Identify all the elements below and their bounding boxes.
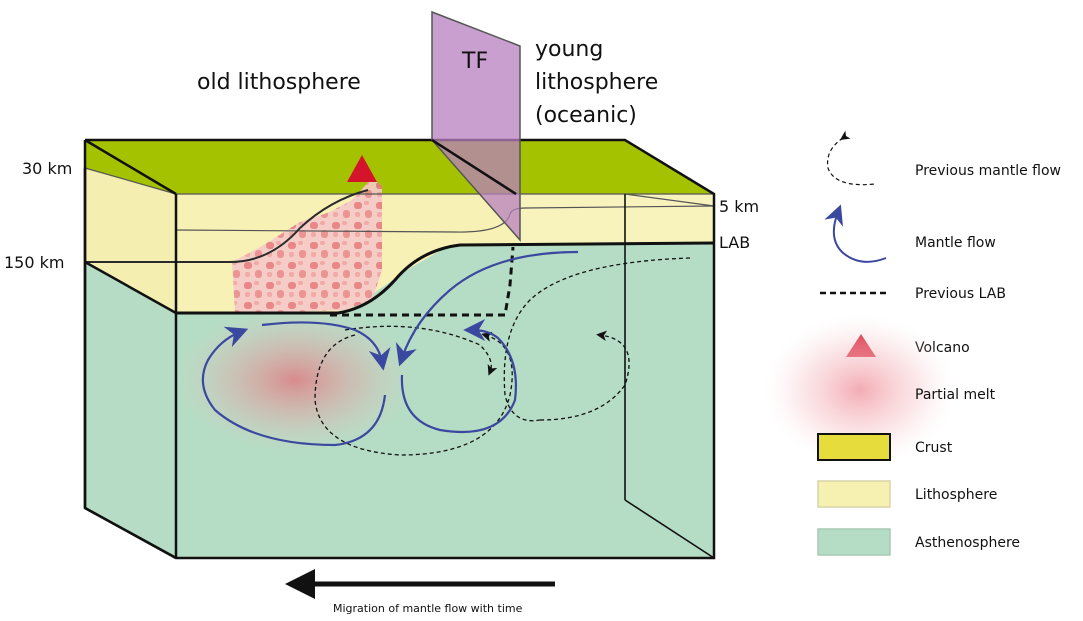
legend-asthenosphere-label: Asthenosphere (915, 535, 1020, 551)
lithosphere-left-face (85, 168, 176, 313)
legend-previous-mantle-flow-label: Previous mantle flow (915, 163, 1061, 179)
legend-mantle-flow-label: Mantle flow (915, 235, 996, 251)
depth-30-label: 30 km (22, 159, 72, 178)
partial-melt-column (232, 178, 382, 312)
young-lithosphere-label-line3: (oceanic) (535, 103, 637, 128)
legend-mantle-flow-symbol (824, 204, 887, 263)
legend-partial-melt-label: Partial melt (915, 387, 996, 403)
lab-label: LAB (719, 233, 750, 252)
legend-partial-melt-symbol (765, 315, 955, 465)
migration-label: Migration of mantle flow with time (333, 602, 523, 615)
block-diagram (83, 138, 716, 560)
fault-crust-edge (431, 138, 517, 196)
legend-crust-label: Crust (915, 440, 953, 456)
back-corner-line (624, 499, 715, 559)
legend-lithosphere-swatch (817, 480, 891, 508)
partial-melt-glow (175, 308, 415, 452)
legend: Previous mantle flow Mantle flow Previou… (765, 130, 1061, 556)
legend-asthenosphere-swatch (817, 528, 891, 556)
crust-top-old (85, 140, 516, 194)
young-lithosphere-label-line1: young (535, 37, 603, 62)
legend-lithosphere-label: Lithosphere (915, 487, 997, 503)
young-lithosphere-label-line2: lithosphere (535, 70, 658, 95)
lithosphere-inner-curve (85, 189, 369, 263)
asthenosphere-front-face (85, 262, 176, 558)
legend-previous-mantle-flow-symbol (826, 130, 876, 186)
tf-label: TF (461, 49, 488, 74)
depth-5-label: 5 km (719, 197, 759, 216)
previous-lab-line (330, 246, 515, 317)
young-lithosphere-slab (516, 194, 714, 243)
old-lithosphere-label: old lithosphere (197, 70, 361, 95)
legend-previous-lab-label: Previous LAB (915, 286, 1006, 302)
mantle-flow-arrows (201, 250, 579, 447)
bottom-left-edge (84, 506, 177, 560)
volcano-marker (347, 155, 377, 182)
legend-crust-swatch (817, 433, 891, 461)
depth-150-label: 150 km (4, 253, 64, 272)
lab-line (176, 241, 715, 315)
